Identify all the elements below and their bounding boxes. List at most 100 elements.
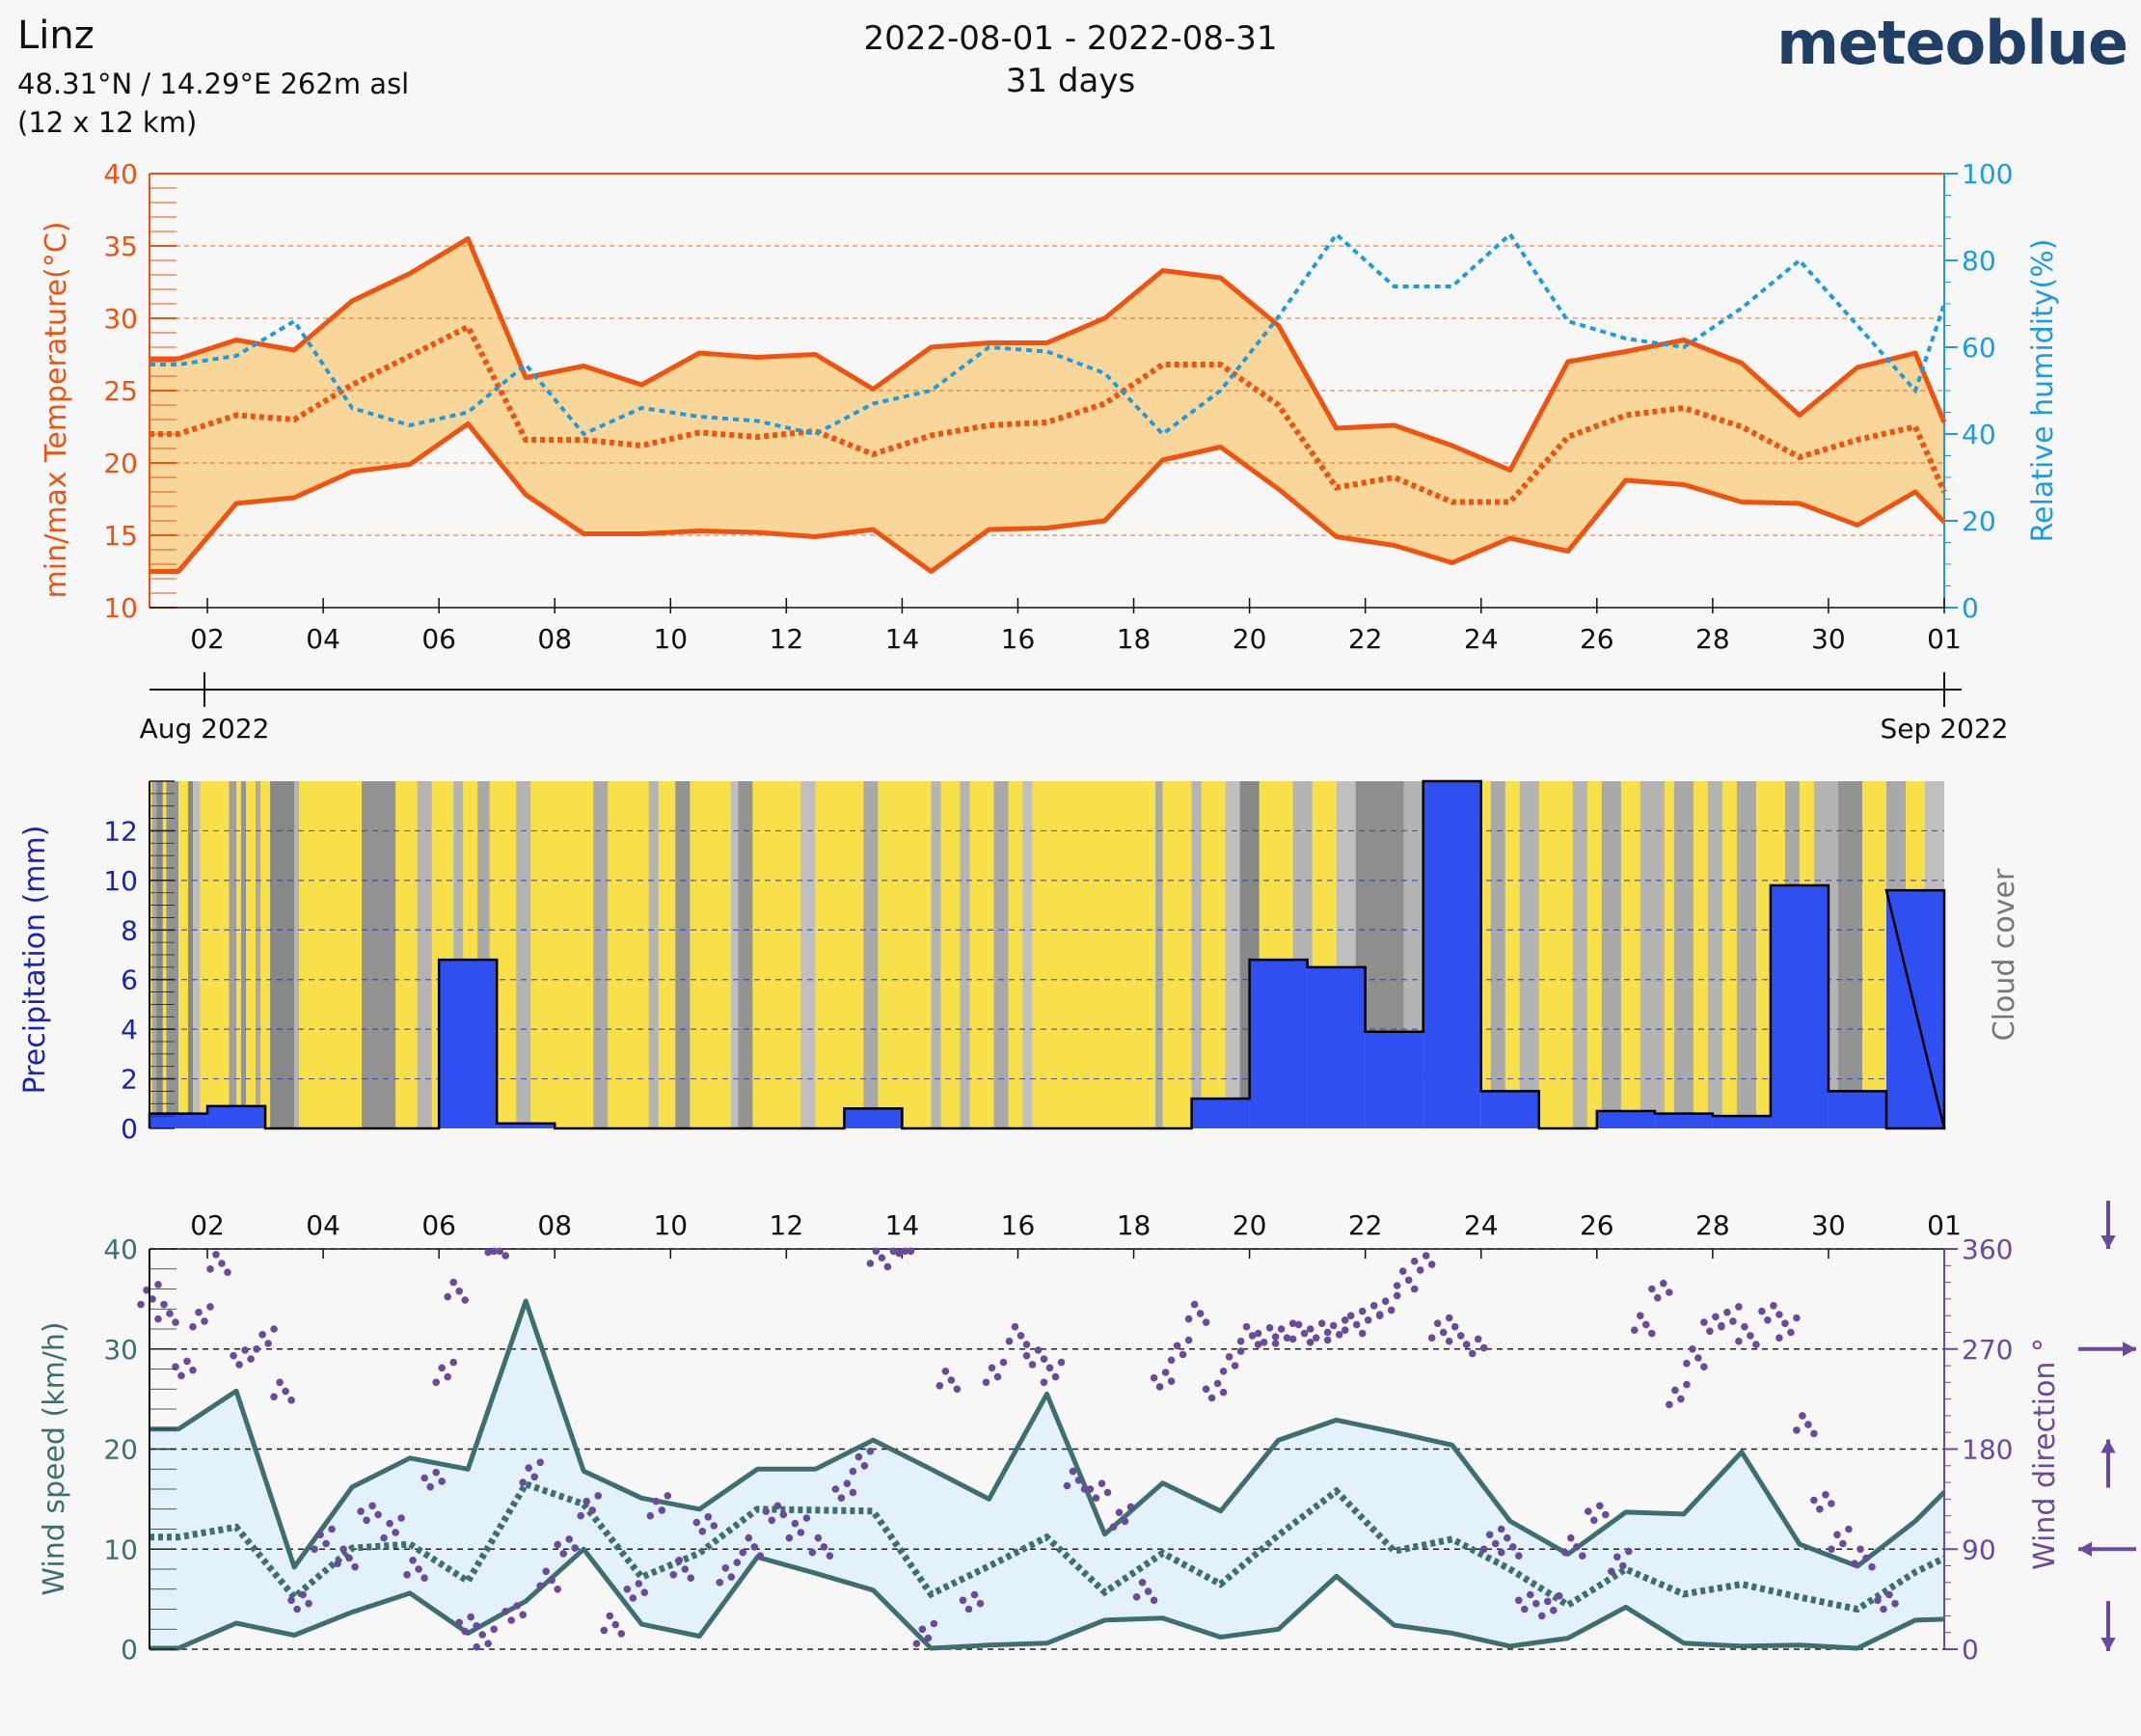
wind-direction-dot (1747, 1332, 1754, 1340)
wind-direction-dot (1300, 1329, 1309, 1338)
precipitation-tick-label: 4 (121, 1014, 138, 1045)
wind-direction-dot (230, 1351, 237, 1360)
precipitation-tick-label: 10 (103, 865, 138, 897)
wind-direction-tick-label: 360 (1962, 1234, 2013, 1265)
wind-direction-dot (1242, 1322, 1251, 1331)
wind-direction-dot (206, 1303, 214, 1311)
wind-direction-dot (1387, 1306, 1396, 1315)
wind-direction-dot (1497, 1525, 1505, 1533)
precipitation-bar (844, 1108, 903, 1128)
wind-direction-dot (1358, 1307, 1367, 1316)
wind-direction-dot (501, 1252, 509, 1260)
wind-direction-dot (1439, 1328, 1448, 1337)
wind-direction-dot (640, 1588, 649, 1596)
precipitation-bar (1480, 1091, 1539, 1128)
wind-direction-dot (1103, 1488, 1112, 1497)
wind-direction-dot (895, 1249, 904, 1258)
precipitation-tick-label: 12 (103, 815, 138, 847)
wind-direction-dot (305, 1599, 312, 1608)
wind-direction-dot (1648, 1285, 1656, 1293)
wind-direction-dot (1700, 1318, 1708, 1326)
cloud-cover-stripe (294, 781, 300, 1128)
wind-direction-dot (1236, 1347, 1245, 1355)
wind-direction-dot (183, 1357, 191, 1366)
month-label-aug: Aug 2022 (140, 713, 270, 745)
meteoblue-logo: meteoblue (1776, 8, 2128, 78)
wind-direction-dot (432, 1468, 441, 1477)
wind-direction-tick-label: 90 (1962, 1533, 1996, 1565)
wind-min-line (149, 1546, 1945, 1651)
wind-direction-dot (588, 1506, 596, 1514)
wind-x-tick-label: 04 (306, 1209, 340, 1241)
wind-direction-dot (889, 1247, 898, 1256)
wind-direction-dot (444, 1292, 452, 1301)
wind-direction-dot (1207, 1394, 1216, 1402)
wind-direction-dot (1202, 1385, 1210, 1394)
wind-direction-dot (363, 1516, 370, 1525)
humidity-tick-label: 20 (1962, 505, 1996, 537)
wind-direction-dot (1294, 1320, 1303, 1329)
wind-direction-dot (368, 1502, 376, 1510)
wind-direction-dot (785, 1533, 794, 1542)
wind-direction-dot (380, 1533, 388, 1542)
wind-direction-dot (1155, 1383, 1164, 1391)
humidity-axis-title: Relative humidity(%) (2026, 239, 2060, 543)
wind-direction-dot (1764, 1316, 1772, 1324)
wind-direction-dot (444, 1372, 452, 1381)
wind-direction-dot (1631, 1326, 1639, 1334)
wind-direction-dot (403, 1571, 411, 1579)
precipitation-bar (1191, 1099, 1250, 1128)
wind-direction-dot (1022, 1341, 1031, 1348)
wind-direction-dot (1358, 1329, 1367, 1338)
precipitation-bar (1770, 885, 1829, 1128)
wind-direction-dot (1845, 1525, 1853, 1533)
wind-direction-dot (1398, 1267, 1407, 1275)
wind-direction-dot (397, 1514, 405, 1522)
wind-direction-dot (137, 1300, 145, 1309)
wind-x-tick-label: 20 (1233, 1209, 1267, 1241)
wind-direction-dot (1445, 1337, 1453, 1345)
wind-direction-dot (1433, 1319, 1442, 1327)
cloud-cover-stripe (738, 781, 753, 1128)
wind-direction-dot (160, 1300, 168, 1309)
precipitation-bar (497, 1123, 556, 1128)
wind-direction-dot (1074, 1477, 1083, 1484)
precipitation-bar (1712, 1116, 1771, 1128)
wind-direction-dot (1092, 1494, 1100, 1502)
temperature-x-tick-label: 30 (1811, 623, 1846, 655)
wind-direction-dot (1063, 1481, 1071, 1490)
location-coordinates: 48.31°N / 14.29°E 262m asl (17, 68, 410, 100)
wind-direction-dot (1654, 1293, 1662, 1302)
temperature-tick-label: 35 (103, 231, 138, 262)
wind-direction-dot (519, 1611, 527, 1619)
wind-direction-dot (1718, 1322, 1725, 1331)
precipitation-axis-title: Precipitation (mm) (18, 826, 52, 1095)
wind-direction-dot (1648, 1329, 1656, 1338)
wind-x-tick-label: 18 (1117, 1209, 1152, 1241)
wind-direction-dot (1544, 1597, 1552, 1606)
wind-direction-dot (606, 1612, 614, 1620)
wind-direction-dot (594, 1492, 602, 1500)
wind-arrow-north-icon-head (2100, 1439, 2116, 1453)
temperature-tick-label: 40 (103, 158, 138, 190)
wind-direction-dot (1138, 1579, 1147, 1587)
wind-direction-dot (1810, 1429, 1818, 1438)
wind-direction-dot (1184, 1336, 1193, 1344)
wind-direction-dot (299, 1590, 307, 1599)
wind-direction-tick-label: 270 (1962, 1334, 2013, 1366)
wind-direction-dot (941, 1368, 950, 1375)
wind-arrow-south-icon-head (2100, 1235, 2116, 1249)
wind-direction-dot (843, 1479, 852, 1487)
temperature-x-tick-label: 28 (1695, 623, 1730, 655)
wind-direction-dot (339, 1545, 347, 1554)
cloud-cover-stripe (1519, 781, 1539, 1128)
wind-direction-dot (1561, 1548, 1569, 1557)
wind-direction-dot (438, 1364, 447, 1372)
wind-direction-dot (733, 1559, 742, 1566)
wind-direction-dot (675, 1557, 684, 1564)
wind-speed-axis-title: Wind speed (km/h) (38, 1321, 71, 1595)
wind-direction-dot (878, 1254, 886, 1261)
wind-direction-dot (1005, 1337, 1014, 1345)
wind-direction-dot (1637, 1312, 1644, 1319)
cloud-cover-stripe (648, 781, 659, 1128)
